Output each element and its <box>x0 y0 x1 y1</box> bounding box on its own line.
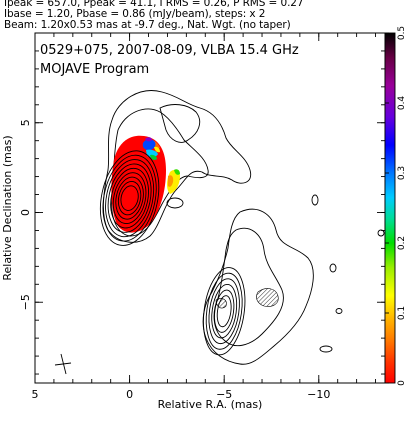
colorbar-tick-label-3: 0.3 <box>397 166 407 180</box>
core-contour-level-2 <box>105 159 155 238</box>
colorbar <box>384 32 396 384</box>
x-tick-label-2: −5 <box>216 388 232 401</box>
pol-core-red <box>111 135 166 233</box>
contour-south-2 <box>213 227 284 347</box>
pol-patch-yellow <box>154 146 160 153</box>
x-tick-label-0: 5 <box>32 388 39 401</box>
isolated-contour-7 <box>335 308 343 314</box>
contour-core-2 <box>111 108 209 237</box>
core-contour-rings <box>99 150 160 246</box>
pol-patch-cyan <box>146 149 158 158</box>
x-tick-label-3: −10 <box>307 388 330 401</box>
header-line-2: Ibase = 1.20, Pbase = 0.86 (mJy/beam), s… <box>4 8 266 20</box>
southern-contour-level-3 <box>211 283 238 339</box>
tick-labels: 5 0 −5 −10 5 0 −5 <box>19 119 330 401</box>
x-axis-label: Relative R.A. (mas) <box>158 398 263 411</box>
y-tick-label-2: −5 <box>19 294 32 310</box>
outer-contour-south <box>202 208 314 365</box>
colorbar-tick-label-1: 0.1 <box>397 306 407 320</box>
axis-ticks <box>34 32 385 383</box>
southern-contour-level-1 <box>205 272 243 350</box>
y-tick-label-1: 0 <box>19 209 32 216</box>
hatched-region-1 <box>256 288 279 307</box>
y-axis-label: Relative Declination (mas) <box>1 135 14 280</box>
core-contour-level-4 <box>110 167 149 229</box>
pol-patch-blue <box>142 139 156 151</box>
isolated-contour-4 <box>329 263 337 273</box>
core-contour-level-7 <box>117 181 142 216</box>
southern-contour-level-0 <box>203 267 246 356</box>
core-contour-level-3 <box>107 163 152 233</box>
core-contour-level-5 <box>112 172 147 225</box>
contour-layer <box>54 90 385 375</box>
pol-knot-green <box>174 169 180 175</box>
colorbar-tick-label-5: 0.5 <box>397 26 407 40</box>
southern-contour-level-5 <box>216 295 232 328</box>
southern-contour-level-4 <box>214 289 235 333</box>
y-tick-label-0: 5 <box>19 119 32 126</box>
colorbar-ticks: 0 0.1 0.2 0.3 0.4 0.5 <box>385 26 407 386</box>
plot-frame <box>34 32 386 384</box>
core-contour-level-0 <box>99 150 160 246</box>
outer-contour-jet-east <box>159 104 201 143</box>
colorbar-tick-label-0: 0 <box>397 380 407 386</box>
pol-patch-purple <box>145 137 152 142</box>
x-tick-label-1: 0 <box>126 388 133 401</box>
core-contour-level-1 <box>102 154 157 242</box>
colorbar-tick-label-4: 0.4 <box>397 96 407 111</box>
south-contour-rings <box>203 267 246 356</box>
colorbar-tick-label-2: 0.2 <box>397 236 407 250</box>
pol-knot-orange <box>168 175 174 187</box>
header-line-1: Ipeak = 657.0, Ppeak = 41.1, I RMS = 0.2… <box>4 0 304 9</box>
header-line-3: Beam: 1.20x0.53 mas at -9.7 deg., Nat. W… <box>4 19 291 31</box>
plot-title: 0529+075, 2007-08-09, VLBA 15.4 GHz <box>40 43 299 58</box>
beam-cross <box>54 353 72 375</box>
hatched-region-2 <box>215 298 227 309</box>
core-contour-level-6 <box>115 176 144 220</box>
pol-patch-green <box>150 154 157 160</box>
isolated-contour-6 <box>319 345 333 353</box>
core-contour-level-8 <box>120 185 139 211</box>
plot-subtitle: MOJAVE Program <box>40 62 149 77</box>
isolated-contour-1 <box>166 197 184 209</box>
southern-contour-level-2 <box>208 278 240 345</box>
isolated-contour-2 <box>311 194 319 206</box>
